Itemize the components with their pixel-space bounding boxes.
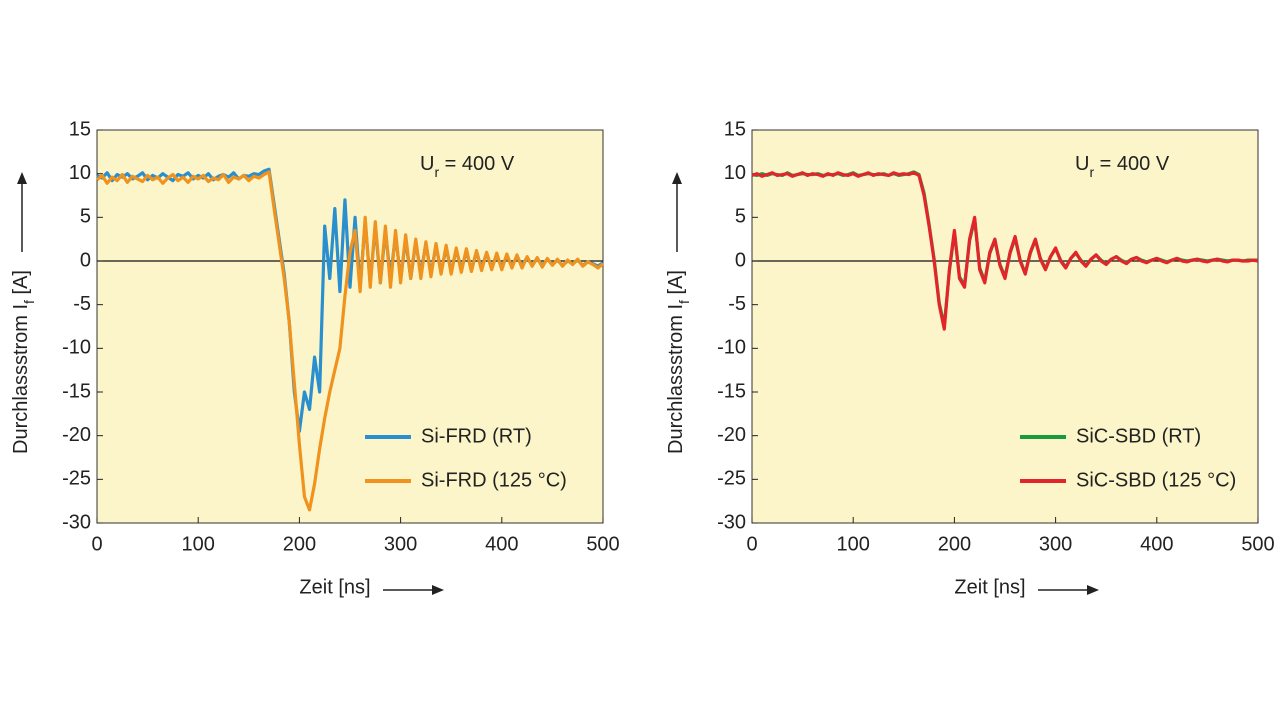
y-tick-label: -15: [717, 380, 746, 402]
x-tick-label: 300: [384, 533, 417, 555]
y-tick-label: 10: [69, 162, 91, 184]
y-tick-label: 5: [735, 206, 746, 228]
y-axis-label-part: [A]: [665, 270, 687, 300]
x-tick-label: 300: [1039, 533, 1072, 555]
annotation: Ur = 400 V: [1075, 153, 1170, 179]
y-tick-label: 0: [80, 249, 91, 271]
annotation-part: U: [420, 153, 434, 175]
x-tick-label: 100: [182, 533, 215, 555]
plot-area: [96, 129, 604, 524]
annotation-part: r: [434, 164, 439, 180]
y-tick-label: 15: [69, 118, 91, 140]
x-tick-label: 400: [485, 533, 518, 555]
y-tick-label: 5: [80, 206, 91, 228]
y-tick-label: -5: [728, 293, 746, 315]
y-tick-label: -30: [717, 511, 746, 533]
annotation-part: r: [1089, 164, 1094, 180]
annotation: Ur = 400 V: [420, 153, 515, 179]
annotation-part: = 400 V: [439, 153, 515, 175]
legend-label: Si-FRD (125 °C): [421, 469, 567, 491]
y-axis-label-part: f: [21, 300, 37, 304]
y-tick-label: -15: [62, 380, 91, 402]
x-tick-label: 200: [938, 533, 971, 555]
annotation-part: = 400 V: [1094, 153, 1170, 175]
y-tick-label: 15: [724, 118, 746, 140]
x-tick-label: 500: [586, 533, 619, 555]
x-tick-label: 0: [746, 533, 757, 555]
x-tick-label: 200: [283, 533, 316, 555]
y-axis-label-part: [A]: [10, 270, 32, 300]
y-tick-label: 0: [735, 249, 746, 271]
y-tick-label: -25: [62, 468, 91, 490]
y-axis-label-part: f: [676, 300, 692, 304]
y-tick-label: 10: [724, 162, 746, 184]
series-line: [95, 170, 605, 512]
y-axis-label: Durchlassstrom If [A]: [10, 270, 36, 454]
y-arrow-head: [672, 172, 682, 184]
x-axis-label: Zeit [ns]: [299, 576, 370, 598]
x-tick-label: 400: [1140, 533, 1173, 555]
y-tick-label: -20: [62, 424, 91, 446]
legend-label: Si-FRD (RT): [421, 425, 532, 447]
series-line: [751, 171, 1259, 331]
y-tick-label: -30: [62, 511, 91, 533]
x-axis-label: Zeit [ns]: [954, 576, 1025, 598]
y-axis-label: Durchlassstrom If [A]: [665, 270, 691, 454]
x-arrow-head: [1087, 585, 1099, 595]
y-axis-label-part: Durchlassstrom I: [665, 304, 687, 454]
y-tick-label: -10: [62, 337, 91, 359]
arrows: [17, 172, 1099, 595]
y-tick-label: -5: [73, 293, 91, 315]
x-tick-label: 100: [837, 533, 870, 555]
annotation-part: U: [1075, 153, 1089, 175]
x-arrow-head: [432, 585, 444, 595]
x-tick-label: 0: [91, 533, 102, 555]
y-axis-label-part: Durchlassstrom I: [10, 304, 32, 454]
y-tick-label: -20: [717, 424, 746, 446]
legend-label: SiC-SBD (RT): [1076, 425, 1201, 447]
plot-area: [751, 129, 1259, 524]
legend-label: SiC-SBD (125 °C): [1076, 469, 1236, 491]
y-tick-label: -10: [717, 337, 746, 359]
y-arrow-head: [17, 172, 27, 184]
y-tick-label: -25: [717, 468, 746, 490]
x-tick-label: 500: [1241, 533, 1274, 555]
